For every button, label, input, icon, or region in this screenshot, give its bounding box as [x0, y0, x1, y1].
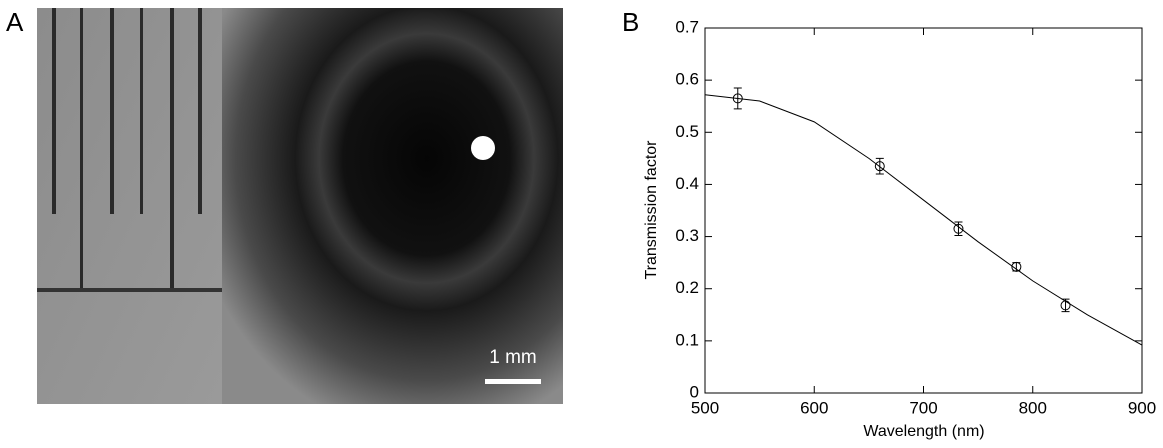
scale-bar-label: 1 mm — [489, 347, 537, 368]
data-point — [1011, 261, 1022, 272]
x-tick-label: 500 — [691, 398, 719, 417]
y-tick-label: 0.4 — [675, 174, 699, 193]
photo: 1 mm — [37, 8, 563, 404]
y-tick-label: 0.2 — [675, 278, 699, 297]
y-tick-label: 0 — [690, 382, 699, 401]
x-tick-label: 700 — [909, 398, 937, 417]
fit-curve — [704, 94, 1143, 346]
data-point — [953, 223, 964, 234]
data-point — [874, 161, 885, 172]
plot-frame — [704, 27, 1143, 394]
panel-label: A — [6, 7, 24, 37]
y-tick-label: 0.6 — [675, 70, 699, 89]
x-tick-label: 800 — [1019, 398, 1047, 417]
y-tick-label: 0.3 — [675, 226, 699, 245]
x-tick-label: 900 — [1128, 398, 1156, 417]
y-axis-label: Transmission factor — [643, 140, 660, 280]
y-tick-label: 0.5 — [675, 122, 699, 141]
y-tick-label: 0.1 — [675, 330, 699, 349]
y-tick-label: 0.7 — [675, 17, 699, 36]
panel-label: B — [622, 7, 639, 37]
error-bar — [733, 87, 742, 110]
data-point — [732, 93, 743, 104]
error-bar — [875, 157, 884, 175]
x-axis-label: Wavelength (nm) — [863, 423, 984, 440]
x-tick-label: 600 — [800, 398, 828, 417]
data-point — [1060, 300, 1071, 311]
